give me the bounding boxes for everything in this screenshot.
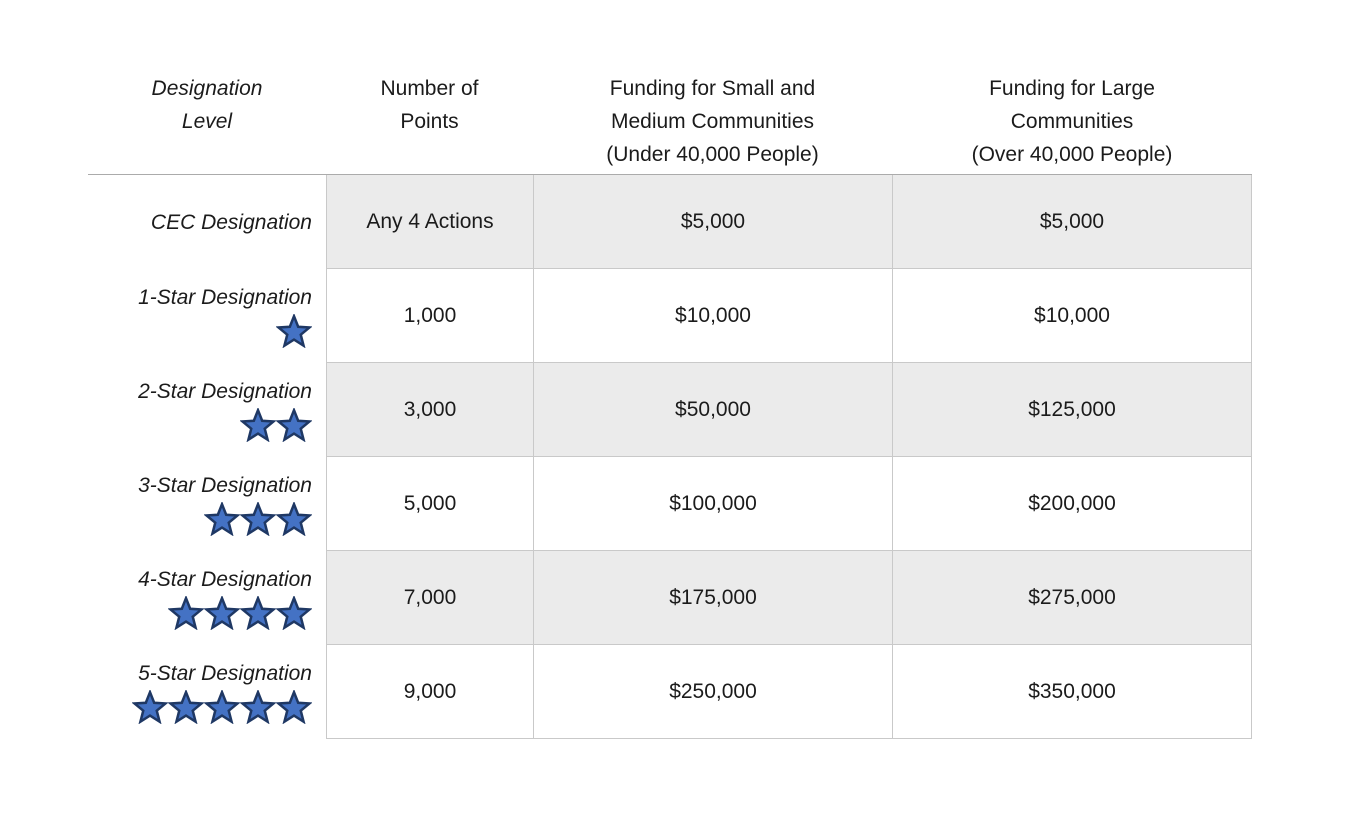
points-cell: 7,000 bbox=[326, 551, 533, 645]
points-cell: 5,000 bbox=[326, 457, 533, 551]
designation-level-cell: 1-Star Designation bbox=[88, 269, 326, 363]
table-row: 5-Star Designation 9,000 $250,000 $350,0… bbox=[88, 645, 1252, 739]
star-icon bbox=[240, 408, 276, 442]
funding-large-cell: $350,000 bbox=[892, 645, 1252, 739]
star-icon bbox=[276, 690, 312, 724]
star-icon bbox=[204, 596, 240, 630]
table-row: 4-Star Designation 7,000 $175,000 $275,0… bbox=[88, 551, 1252, 645]
table-row: 3-Star Designation 5,000 $100,000 $200,0… bbox=[88, 457, 1252, 551]
star-rating bbox=[276, 314, 312, 348]
designation-level-cell: 5-Star Designation bbox=[88, 645, 326, 739]
designation-level-label: 2-Star Designation bbox=[138, 380, 312, 403]
funding-small-medium-cell: $10,000 bbox=[533, 269, 892, 363]
table-header-row: Designation Level Number of Points Fundi… bbox=[88, 0, 1252, 175]
designation-level-cell: 4-Star Designation bbox=[88, 551, 326, 645]
funding-large-cell: $275,000 bbox=[892, 551, 1252, 645]
funding-small-medium-cell: $5,000 bbox=[533, 175, 892, 269]
funding-small-medium-cell: $100,000 bbox=[533, 457, 892, 551]
funding-small-medium-cell: $250,000 bbox=[533, 645, 892, 739]
header-funding-large: Funding for Large Communities (Over 40,0… bbox=[971, 77, 1173, 166]
star-icon bbox=[276, 408, 312, 442]
designation-level-cell: 3-Star Designation bbox=[88, 457, 326, 551]
designation-funding-table: Designation Level Number of Points Fundi… bbox=[88, 0, 1252, 739]
star-icon bbox=[168, 690, 204, 724]
star-icon bbox=[240, 596, 276, 630]
points-cell: 1,000 bbox=[326, 269, 533, 363]
funding-large-cell: $125,000 bbox=[892, 363, 1252, 457]
star-icon bbox=[276, 596, 312, 630]
designation-level-label: 4-Star Designation bbox=[138, 568, 312, 591]
designation-level-label: CEC Designation bbox=[150, 210, 312, 234]
funding-large-cell: $200,000 bbox=[892, 457, 1252, 551]
header-number-of-points: Number of Points bbox=[380, 77, 479, 133]
star-rating bbox=[132, 690, 312, 724]
star-icon bbox=[132, 690, 168, 724]
funding-small-medium-cell: $175,000 bbox=[533, 551, 892, 645]
header-funding-small-medium: Funding for Small and Medium Communities… bbox=[606, 77, 819, 166]
header-designation-level: Designation Level bbox=[151, 77, 263, 133]
star-icon bbox=[276, 502, 312, 536]
star-icon bbox=[276, 314, 312, 348]
table-row: 2-Star Designation 3,000 $50,000 $125,00… bbox=[88, 363, 1252, 457]
star-rating bbox=[168, 596, 312, 630]
funding-large-cell: $10,000 bbox=[892, 269, 1252, 363]
points-cell: 9,000 bbox=[326, 645, 533, 739]
designation-level-label: 1-Star Designation bbox=[138, 286, 312, 309]
star-rating bbox=[240, 408, 312, 442]
star-icon bbox=[240, 502, 276, 536]
star-icon bbox=[168, 596, 204, 630]
table-row: CEC Designation Any 4 Actions $5,000 $5,… bbox=[88, 175, 1252, 269]
star-icon bbox=[204, 502, 240, 536]
funding-large-cell: $5,000 bbox=[892, 175, 1252, 269]
funding-small-medium-cell: $50,000 bbox=[533, 363, 892, 457]
designation-level-label: 5-Star Designation bbox=[138, 662, 312, 685]
star-icon bbox=[240, 690, 276, 724]
star-icon bbox=[204, 690, 240, 724]
points-cell: Any 4 Actions bbox=[326, 175, 533, 269]
points-cell: 3,000 bbox=[326, 363, 533, 457]
star-rating bbox=[204, 502, 312, 536]
designation-level-label: 3-Star Designation bbox=[138, 474, 312, 497]
table-row: 1-Star Designation 1,000 $10,000 $10,000 bbox=[88, 269, 1252, 363]
designation-level-cell: CEC Designation bbox=[88, 175, 326, 269]
designation-level-cell: 2-Star Designation bbox=[88, 363, 326, 457]
